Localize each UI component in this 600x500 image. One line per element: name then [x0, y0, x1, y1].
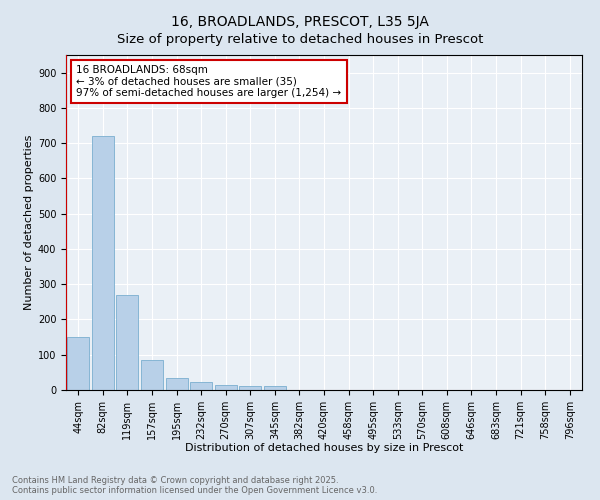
Bar	[190, 382, 212, 390]
Bar	[141, 360, 163, 390]
Bar	[116, 295, 139, 390]
Bar	[215, 386, 237, 390]
Text: Size of property relative to detached houses in Prescot: Size of property relative to detached ho…	[117, 32, 483, 46]
Bar	[67, 337, 89, 390]
Text: 16 BROADLANDS: 68sqm
← 3% of detached houses are smaller (35)
97% of semi-detach: 16 BROADLANDS: 68sqm ← 3% of detached ho…	[76, 65, 341, 98]
Bar	[92, 136, 114, 390]
Text: Contains HM Land Registry data © Crown copyright and database right 2025.
Contai: Contains HM Land Registry data © Crown c…	[12, 476, 377, 495]
Bar	[264, 386, 286, 390]
X-axis label: Distribution of detached houses by size in Prescot: Distribution of detached houses by size …	[185, 444, 463, 454]
Y-axis label: Number of detached properties: Number of detached properties	[23, 135, 34, 310]
Text: 16, BROADLANDS, PRESCOT, L35 5JA: 16, BROADLANDS, PRESCOT, L35 5JA	[171, 15, 429, 29]
Bar	[166, 378, 188, 390]
Bar	[239, 386, 262, 390]
